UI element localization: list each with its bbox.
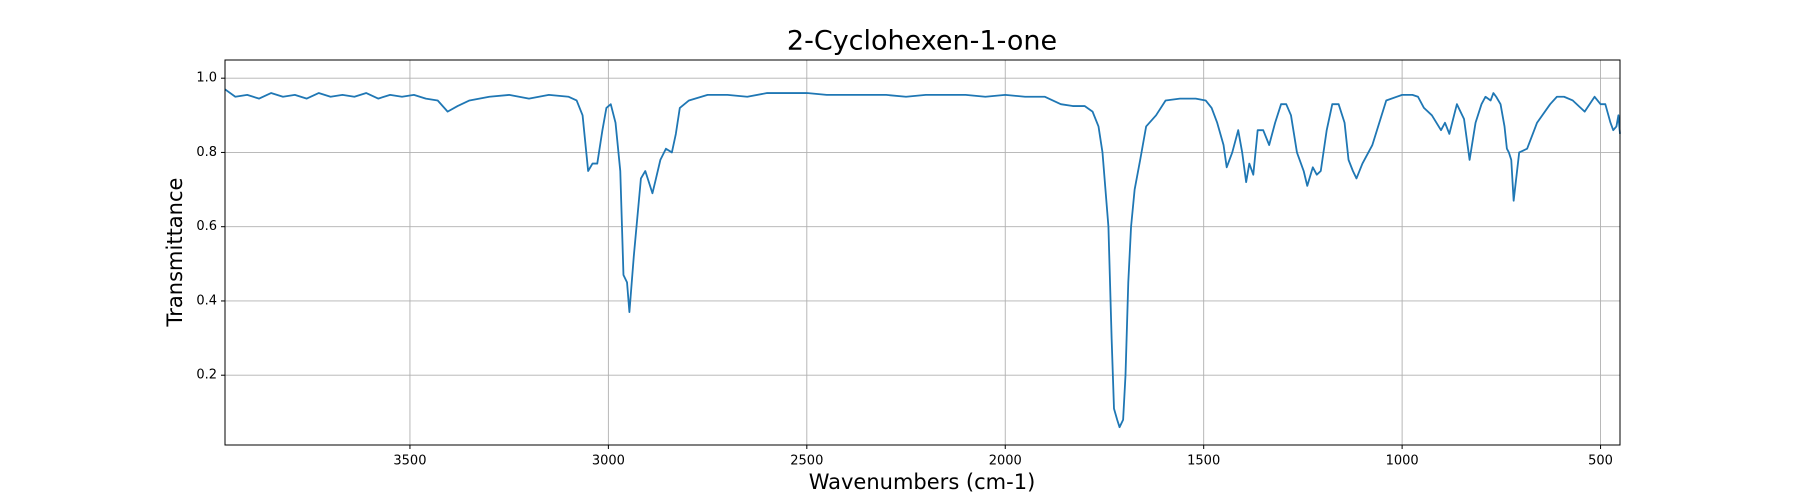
x-tick-label: 3000	[592, 454, 625, 469]
x-tick-label: 500	[1588, 454, 1613, 469]
y-axis-label: Transmittance	[163, 178, 187, 328]
spectrum-line	[224, 88, 1621, 429]
x-axis-label: Wavenumbers (cm-1)	[809, 470, 1036, 494]
y-tick-label: 0.6	[196, 219, 217, 234]
x-tick-label: 3500	[393, 454, 426, 469]
chart-title: 2-Cyclohexen-1-one	[787, 26, 1057, 57]
x-tick-label: 2500	[790, 454, 823, 469]
x-tick-label: 1000	[1386, 454, 1419, 469]
y-tick-label: 0.8	[196, 145, 217, 160]
y-tick-label: 0.4	[196, 293, 217, 308]
y-tick-label: 0.2	[196, 368, 217, 383]
plot-frame	[224, 59, 1621, 446]
x-tick-label: 2000	[989, 454, 1022, 469]
x-tick-label: 1500	[1187, 454, 1220, 469]
y-tick-label: 1.0	[196, 71, 217, 86]
